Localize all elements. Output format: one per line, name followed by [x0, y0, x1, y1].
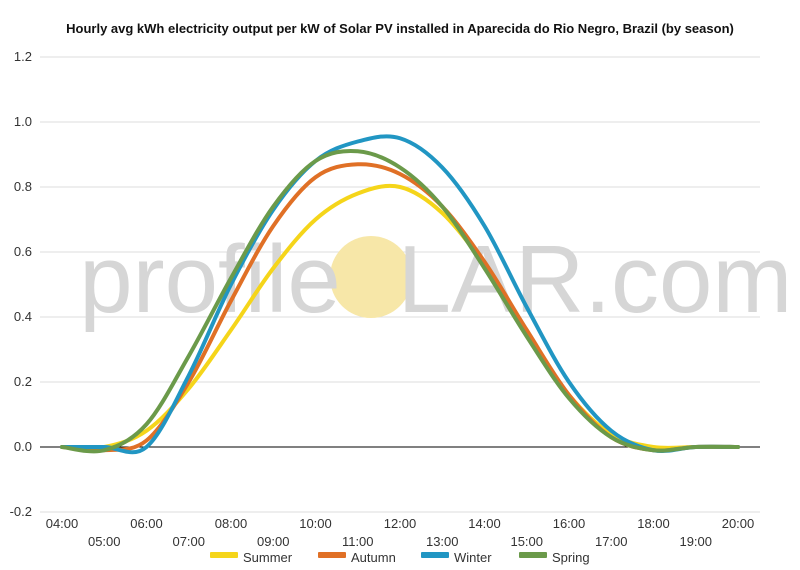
- x-tick-label: 10:00: [299, 516, 332, 531]
- y-tick-label: 1.0: [14, 114, 32, 129]
- x-tick-label: 08:00: [215, 516, 248, 531]
- x-tick-label: 20:00: [722, 516, 755, 531]
- series-line-spring: [60, 148, 740, 454]
- x-axis-ticks: 04:00 05:00 06:00 07:00 08:00 09:00 10:00 11:00…: [46, 516, 755, 549]
- x-tick-label: 07:00: [172, 534, 205, 549]
- legend-label-spring: Spring: [552, 550, 590, 565]
- x-tick-label: 15:00: [510, 534, 543, 549]
- y-tick-label: 0.0: [14, 439, 32, 454]
- series-line-winter: [60, 134, 740, 455]
- x-tick-label: 17:00: [595, 534, 628, 549]
- x-tick-label: 06:00: [130, 516, 163, 531]
- y-tick-label: 0.2: [14, 374, 32, 389]
- series-lines: [60, 134, 740, 455]
- legend-swatch-autumn: [318, 552, 346, 558]
- x-tick-label: 04:00: [46, 516, 79, 531]
- y-axis-ticks: -0.2 0.0 0.2 0.4 0.6 0.8 1.0 1.2: [10, 49, 32, 519]
- x-tick-label: 05:00: [88, 534, 121, 549]
- chart-title: Hourly avg kWh electricity output per kW…: [66, 21, 734, 36]
- y-tick-label: 1.2: [14, 49, 32, 64]
- legend-swatch-winter: [421, 552, 449, 558]
- legend-label-summer: Summer: [243, 550, 293, 565]
- x-tick-label: 18:00: [637, 516, 670, 531]
- legend-swatch-spring: [519, 552, 547, 558]
- y-tick-label: 0.8: [14, 179, 32, 194]
- x-tick-label: 16:00: [553, 516, 586, 531]
- watermark-sun-icon: [330, 236, 412, 318]
- watermark-right: LAR.com: [398, 226, 793, 333]
- y-tick-label: -0.2: [10, 504, 32, 519]
- x-tick-label: 14:00: [468, 516, 501, 531]
- legend-label-winter: Winter: [454, 550, 492, 565]
- x-tick-label: 13:00: [426, 534, 459, 549]
- legend-swatch-summer: [210, 552, 238, 558]
- watermark: profile LAR.com: [79, 226, 792, 333]
- legend-label-autumn: Autumn: [351, 550, 396, 565]
- x-tick-label: 09:00: [257, 534, 290, 549]
- x-tick-label: 11:00: [342, 534, 374, 549]
- y-tick-label: 0.6: [14, 244, 32, 259]
- x-tick-label: 12:00: [384, 516, 417, 531]
- x-tick-label: 19:00: [679, 534, 712, 549]
- legend: Summer Autumn Winter Spring: [210, 550, 590, 565]
- y-tick-label: 0.4: [14, 309, 32, 324]
